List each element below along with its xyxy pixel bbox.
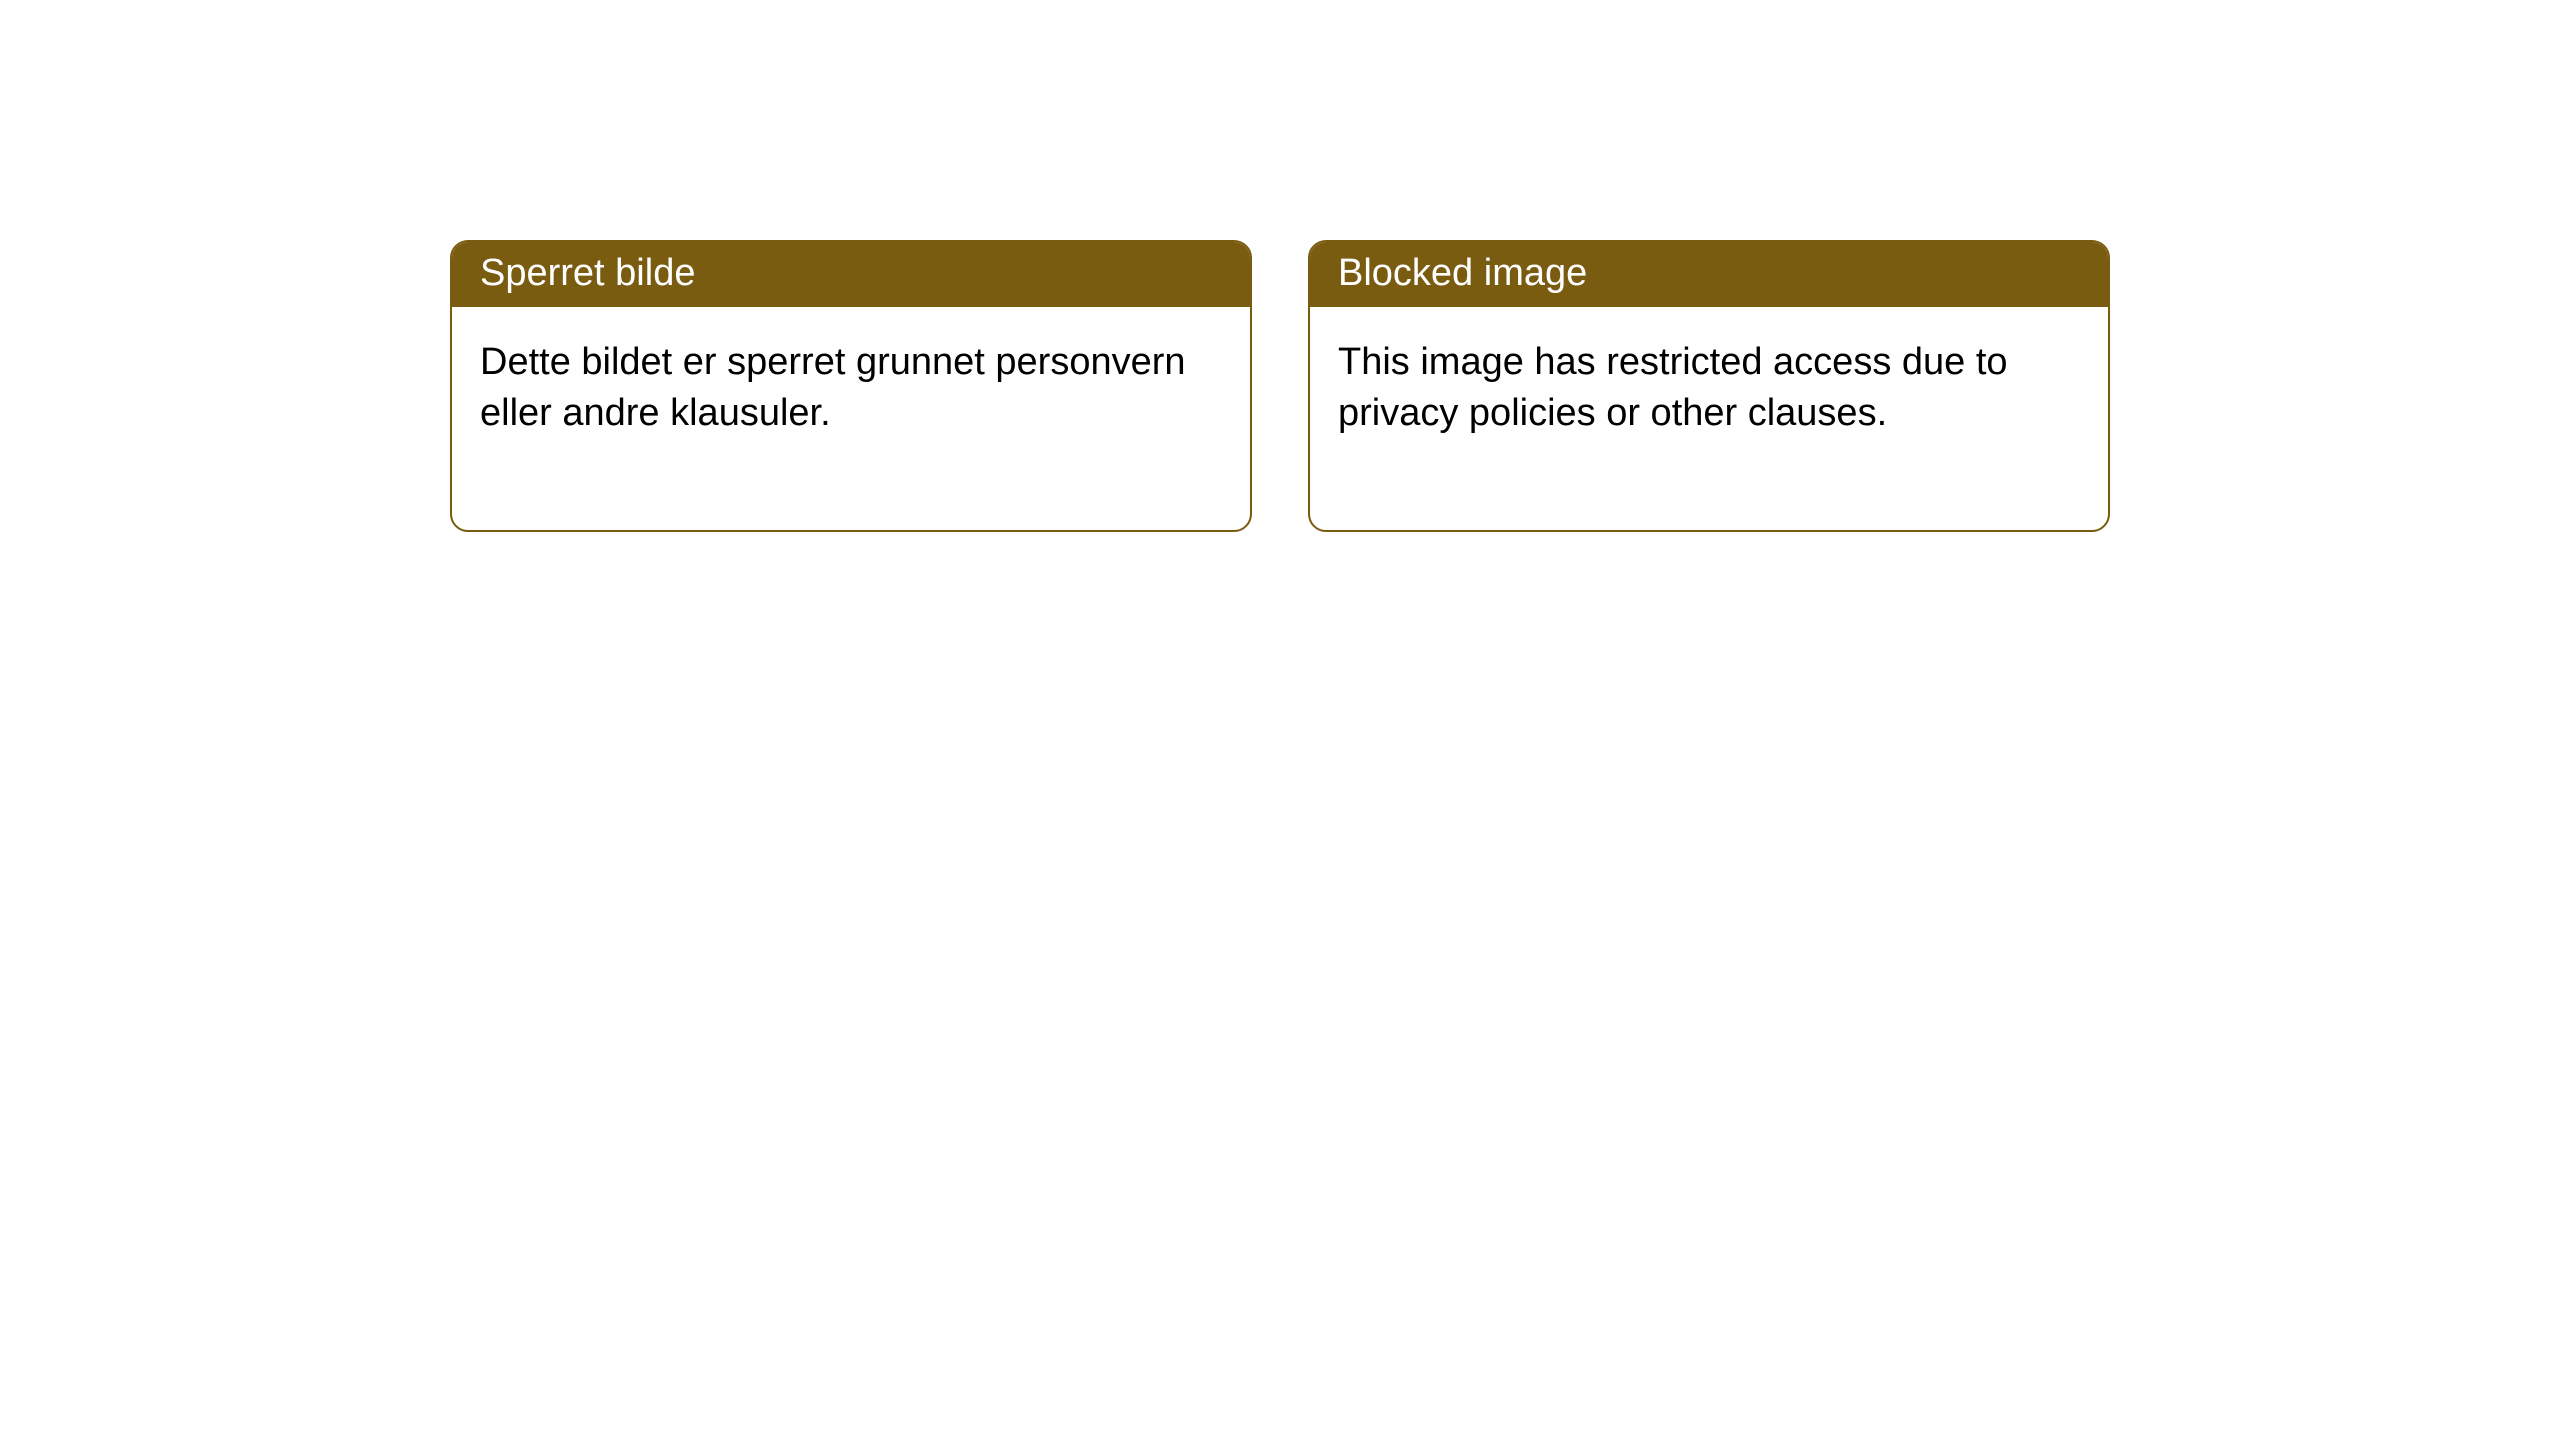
notice-container: Sperret bilde Dette bildet er sperret gr… [0,0,2560,532]
notice-title-norwegian: Sperret bilde [452,242,1250,307]
notice-card-english: Blocked image This image has restricted … [1308,240,2110,532]
notice-body-english: This image has restricted access due to … [1310,307,2108,530]
notice-title-english: Blocked image [1310,242,2108,307]
notice-card-norwegian: Sperret bilde Dette bildet er sperret gr… [450,240,1252,532]
notice-body-norwegian: Dette bildet er sperret grunnet personve… [452,307,1250,530]
